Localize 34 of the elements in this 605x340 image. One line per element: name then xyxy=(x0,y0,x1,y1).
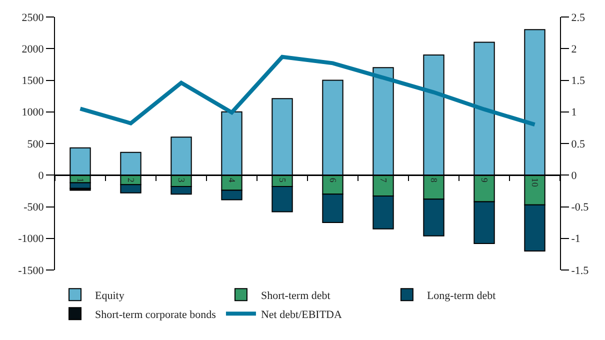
y2-tick-label: 2.5 xyxy=(571,12,586,24)
legend-label: Short-term debt xyxy=(260,290,330,302)
y2-tick-label: 2 xyxy=(571,43,577,56)
y-tick-label: 500 xyxy=(27,138,44,150)
x-tick-label: 6 xyxy=(328,178,338,183)
y2-tick-label: 0 xyxy=(571,170,578,182)
x-tick-label: 2 xyxy=(126,178,136,182)
y-tick-label: 1500 xyxy=(22,75,44,88)
x-tick-label: 7 xyxy=(378,178,388,183)
legend-label: Net debt/EBITDA xyxy=(260,308,342,321)
y-tick-label: -1000 xyxy=(18,233,44,246)
y2-tick-label: 0.5 xyxy=(571,138,586,150)
y2-tick-label: -0.5 xyxy=(571,202,590,214)
legend-label: Long-term debt xyxy=(426,290,496,302)
y2-tick-label: 1.5 xyxy=(571,75,586,88)
line-series xyxy=(78,54,537,127)
y2-tick-label: 1 xyxy=(571,106,577,119)
x-tick-label: 3 xyxy=(176,178,186,183)
y2-tick-label: -1.5 xyxy=(571,264,590,277)
y-tick-label: 0 xyxy=(38,170,44,182)
y-tick-label: -500 xyxy=(24,202,44,214)
y-tick-label: -1500 xyxy=(18,264,44,277)
x-tick-label: 1 xyxy=(75,178,86,182)
y-tick-label: 1000 xyxy=(22,106,44,119)
x-tick-label: 5 xyxy=(277,178,288,183)
legend-label: Equity xyxy=(95,290,125,302)
x-tick-label: 8 xyxy=(428,178,439,183)
x-tick-label: 10 xyxy=(530,178,540,188)
y-tick-label: 2000 xyxy=(22,43,44,56)
y-tick-label: 2500 xyxy=(22,12,44,24)
x-tick-label: 4 xyxy=(226,178,237,183)
y2-tick-label: -1 xyxy=(571,233,580,246)
x-tick-label: 9 xyxy=(479,178,490,183)
legend-label: Short-term corporate bonds xyxy=(95,308,216,321)
